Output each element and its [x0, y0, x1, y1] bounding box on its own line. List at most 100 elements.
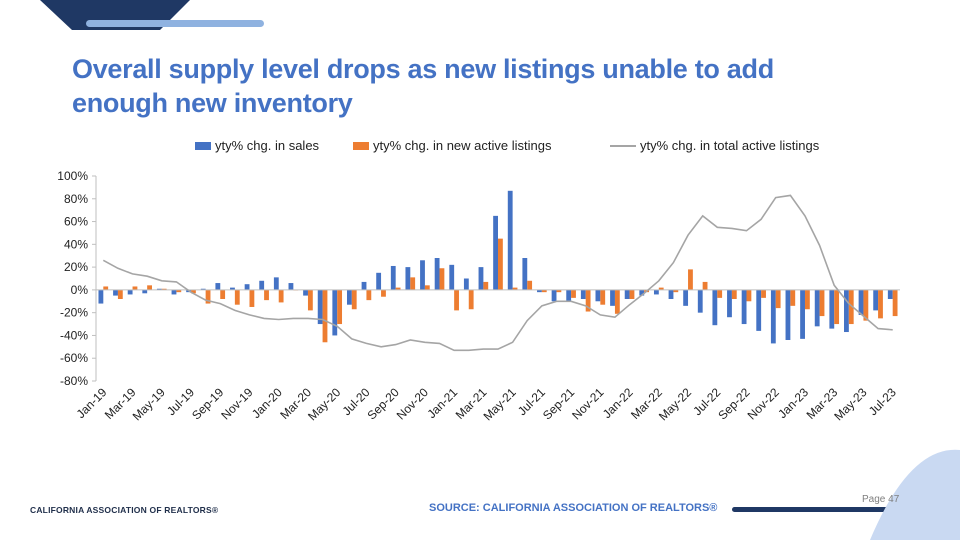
bar-sales: [434, 258, 440, 290]
bar-new-listings: [702, 281, 708, 290]
bar-new-listings: [454, 289, 459, 311]
bar-sales: [829, 289, 835, 329]
bar-new-listings: [424, 285, 430, 290]
bar-new-listings: [103, 286, 109, 290]
bar-sales: [814, 289, 820, 327]
bar-new-listings: [307, 289, 313, 311]
x-tick-label: May-20: [305, 385, 343, 423]
bar-new-listings: [351, 289, 357, 310]
car-logo-text: CALIFORNIA ASSOCIATION OF REALTORS®: [30, 505, 219, 515]
bar-new-listings: [366, 289, 372, 301]
bar-new-listings: [688, 269, 693, 290]
bar-sales: [113, 289, 118, 296]
bar-sales: [273, 277, 279, 290]
bar-new-listings: [717, 289, 723, 298]
bar-new-listings: [804, 289, 810, 310]
bar-sales: [844, 289, 849, 333]
x-tick-label: Sep-19: [189, 385, 226, 422]
bar-new-listings: [863, 289, 869, 321]
bar-sales: [376, 272, 382, 290]
bar-sales: [332, 289, 338, 336]
bar-new-listings: [556, 289, 562, 293]
x-tick-label: May-22: [656, 385, 694, 423]
bar-new-listings: [761, 289, 766, 298]
bar-sales: [288, 283, 294, 290]
bar-sales: [142, 289, 148, 294]
bar-new-listings: [541, 289, 547, 293]
bar-sales: [522, 258, 528, 290]
bar-new-listings: [878, 289, 883, 319]
bar-new-listings: [790, 289, 796, 306]
bar-sales: [390, 265, 396, 290]
bar-new-listings: [600, 289, 606, 305]
bar-new-listings: [322, 289, 328, 343]
bar-new-listings: [848, 289, 854, 325]
y-tick-label: -20%: [60, 306, 88, 320]
bar-sales: [361, 281, 367, 290]
bar-new-listings: [571, 289, 576, 298]
bar-sales: [420, 260, 425, 290]
source-note: SOURCE: CALIFORNIA ASSOCIATION OF REALTO…: [429, 502, 718, 514]
bar-new-listings: [132, 286, 138, 290]
y-tick-label: 40%: [64, 237, 88, 251]
bar-new-listings: [658, 287, 664, 290]
x-tick-label: Sep-20: [365, 385, 402, 422]
bar-sales: [697, 289, 703, 313]
x-tick-label: May-19: [130, 385, 168, 423]
bar-new-listings: [220, 289, 226, 299]
bar-sales: [887, 289, 893, 299]
legend-item-new-listings: yty% chg. in new active listings: [353, 138, 551, 153]
yty-change-chart: -80%-60%-40%-20%0%20%40%60%80%100%Jan-19…: [57, 169, 900, 423]
legend-swatch-new-listings: [353, 141, 369, 150]
bar-new-listings: [892, 289, 898, 317]
bar-sales: [98, 289, 104, 304]
bar-new-listings: [205, 289, 211, 304]
legend-item-total-listings: yty% chg. in total active listings: [610, 138, 819, 153]
bar-sales: [493, 215, 498, 290]
legend-label-total-listings: yty% chg. in total active listings: [640, 138, 820, 153]
bar-new-listings: [512, 287, 518, 290]
legend-label-new-listings: yty% chg. in new active listings: [373, 138, 552, 153]
bar-sales: [595, 289, 601, 302]
bar-new-listings: [395, 287, 401, 290]
x-tick-label: May-21: [481, 385, 519, 423]
bar-sales: [683, 289, 689, 306]
bar-sales: [463, 278, 469, 290]
bar-new-listings: [337, 289, 343, 325]
bar-new-listings: [439, 268, 445, 290]
bar-sales: [580, 289, 586, 299]
bar-sales: [127, 289, 133, 295]
bar-new-listings: [498, 238, 503, 290]
bar-new-listings: [527, 280, 533, 290]
title-accent-bar: [86, 20, 264, 27]
bar-new-listings: [614, 289, 620, 314]
bar-sales: [244, 284, 250, 290]
bar-new-listings: [249, 289, 255, 307]
bar-sales: [566, 289, 572, 302]
bar-sales: [317, 289, 323, 325]
bar-sales: [756, 289, 762, 331]
bar-new-listings: [278, 289, 284, 303]
bar-sales: [200, 288, 206, 290]
x-tick-label: Nov-22: [745, 385, 782, 422]
bar-sales: [639, 289, 645, 296]
bar-sales: [873, 289, 879, 311]
bar-sales: [449, 264, 455, 290]
page-number: Page 47: [862, 494, 900, 505]
legend-label-sales: yty% chg. in sales: [215, 138, 320, 153]
bar-sales: [171, 289, 177, 295]
y-tick-label: 80%: [64, 192, 88, 206]
y-tick-label: -60%: [60, 351, 88, 365]
bar-sales: [785, 289, 791, 340]
bar-sales: [858, 289, 864, 315]
corner-decoration-bottom: [870, 449, 960, 540]
bar-new-listings: [234, 289, 240, 305]
x-tick-label: Sep-21: [540, 385, 577, 422]
y-tick-label: 0%: [71, 283, 89, 297]
x-tick-label: Nov-19: [218, 385, 255, 422]
bar-new-listings: [746, 289, 752, 302]
bar-new-listings: [264, 289, 269, 301]
bar-sales: [712, 289, 718, 326]
slide-title: Overall supply level drops as new listin…: [72, 54, 774, 118]
bar-sales: [405, 267, 411, 290]
